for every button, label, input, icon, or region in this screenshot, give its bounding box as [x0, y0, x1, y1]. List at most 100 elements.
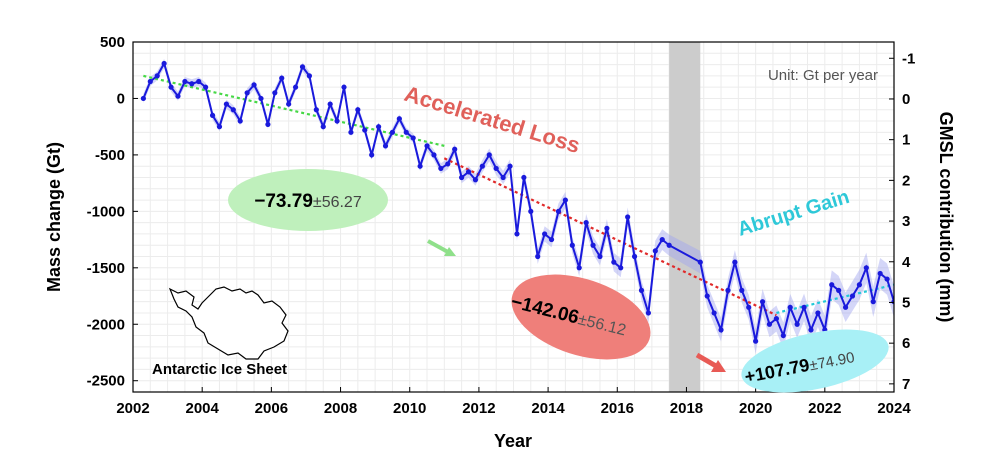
x-tick-label: 2002: [116, 400, 149, 417]
series-point: [697, 259, 703, 265]
series-point: [147, 78, 153, 85]
series-point: [362, 127, 368, 133]
series-point: [618, 265, 624, 271]
x-tick-label: 2022: [808, 400, 841, 417]
rate-bubble-early-shape: [228, 169, 388, 231]
series-point: [808, 327, 814, 333]
series-point: [230, 107, 236, 113]
series-point: [223, 101, 229, 107]
series-point: [604, 225, 610, 231]
series-point: [836, 287, 842, 293]
series-point: [514, 231, 520, 237]
rate-bubble-late-shape: [741, 329, 889, 393]
series-point: [161, 60, 167, 67]
y2-tick-label: 4: [902, 254, 911, 271]
series-point: [348, 129, 354, 135]
x-tick-label: 2018: [670, 400, 703, 417]
series-point: [355, 107, 361, 113]
series-point: [891, 299, 894, 305]
series-point: [528, 208, 534, 214]
series-point: [299, 64, 306, 70]
series-point: [140, 95, 146, 102]
y2-tick-label: 6: [902, 335, 910, 352]
series-point: [209, 112, 216, 118]
series-point: [794, 321, 800, 327]
rate-bubble-middle-shape: [511, 274, 651, 360]
rate-early-value: −73.79: [254, 191, 313, 212]
x-tick-label: 2010: [393, 400, 426, 417]
series-point: [369, 152, 375, 158]
uncertainty-band: [143, 58, 894, 354]
series-point: [375, 124, 382, 130]
series-point: [382, 143, 389, 149]
rate-bubble-early-text: −73.79±56.27: [254, 191, 362, 212]
x-tick-label: 2004: [185, 400, 219, 417]
series-point: [753, 338, 759, 344]
series-point: [320, 124, 326, 130]
x-axis-ticks: 2002 2004 2006 2008 2010 2012 2014 2016 2018 2020…: [116, 387, 911, 417]
series-line: [142, 60, 894, 342]
series-point: [766, 321, 773, 327]
series-point: [334, 118, 340, 124]
y2-tick-label: 5: [902, 294, 910, 311]
series-point: [704, 293, 710, 299]
series-point: [863, 265, 869, 271]
series-point: [856, 282, 863, 288]
series-point: [403, 129, 409, 135]
x-tick-label: 2012: [462, 400, 495, 417]
red-arrow-icon: [695, 352, 726, 372]
series-point: [486, 152, 492, 158]
series-point: [500, 174, 506, 181]
series-point: [417, 163, 423, 169]
series-point: [272, 90, 278, 96]
trend-lines: [143, 74, 894, 317]
y2-axis-ticks: -1 0 1 2 3 4 5 6 7: [889, 50, 915, 393]
y-tick-label: -1500: [87, 260, 125, 277]
series-point: [279, 75, 285, 81]
x-axis-label: Year: [494, 431, 532, 451]
series-point: [286, 101, 292, 107]
x-tick-label: 2014: [531, 400, 565, 417]
series-point: [773, 316, 779, 322]
series-point: [542, 231, 548, 237]
series-point: [555, 208, 562, 214]
x-tick-label: 2016: [601, 400, 634, 417]
x-tick-label: 2008: [324, 400, 357, 417]
trend-line: [443, 157, 777, 317]
mass-series: [140, 60, 894, 344]
series-point: [154, 73, 160, 79]
antarctica-map-icon: [168, 286, 289, 360]
series-point: [424, 143, 430, 149]
y-tick-label: 500: [100, 34, 125, 51]
y-tick-label: 0: [117, 90, 125, 107]
series-point: [611, 259, 617, 265]
series-point: [306, 73, 313, 79]
x-tick-label: 2006: [255, 400, 288, 417]
series-point: [725, 287, 731, 293]
y-tick-label: -2500: [87, 373, 125, 390]
series-point: [569, 242, 575, 248]
series-point: [182, 78, 188, 85]
unit-note: Unit: Gt per year: [768, 67, 878, 84]
series-point: [638, 287, 645, 293]
series-point: [459, 174, 465, 181]
rate-bubble-early: −73.79±56.27: [228, 169, 388, 231]
y2-tick-label: 0: [902, 91, 910, 108]
series-point: [548, 236, 555, 243]
series-point: [652, 248, 658, 254]
y-axis-label: Mass change (Gt): [44, 142, 64, 292]
series-point: [877, 270, 883, 277]
y-tick-label: -2000: [87, 316, 125, 333]
series-point: [842, 304, 849, 310]
uncertainty-area: [143, 58, 894, 354]
series-point: [746, 304, 752, 310]
series-point: [631, 253, 638, 260]
series-point: [759, 299, 766, 305]
series-point: [168, 84, 174, 90]
y2-tick-label: -1: [902, 50, 915, 67]
series-point: [313, 107, 319, 113]
x-tick-label: 2024: [877, 400, 911, 417]
rate-early-error: ±56.27: [313, 194, 362, 211]
series-point: [659, 236, 665, 243]
